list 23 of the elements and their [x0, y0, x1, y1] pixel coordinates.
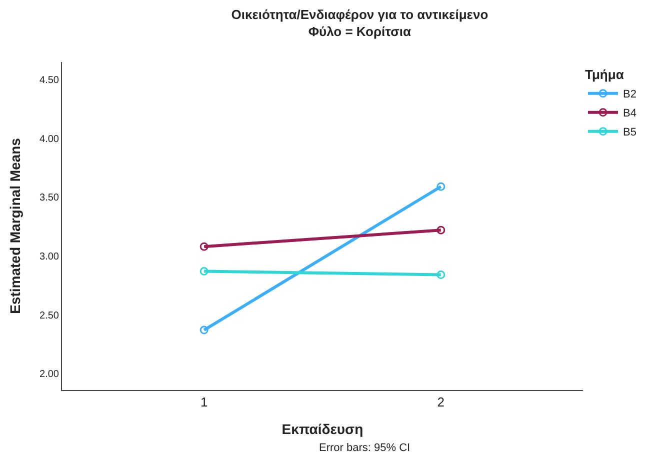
point	[200, 242, 208, 251]
y-axis-title: Estimated Marginal Means	[7, 138, 24, 314]
legend-label: B2	[623, 88, 636, 101]
point	[436, 226, 446, 234]
legend-label: B5	[623, 126, 636, 139]
x-tick-label: 1	[200, 394, 208, 410]
legend-label: B4	[623, 108, 636, 120]
point	[436, 270, 446, 280]
point	[436, 182, 446, 191]
point	[200, 267, 208, 276]
y-tick-label: 4.00	[40, 134, 60, 145]
y-tick-label: 3.50	[40, 192, 60, 204]
x-axis-title: Εκπαίδευση	[282, 420, 364, 437]
x-tick-label: 2	[437, 394, 445, 410]
y-tick-label: 4.50	[40, 75, 60, 86]
legend-title: Τμήμα	[585, 66, 624, 82]
text: Error bars: 95% CI	[319, 442, 410, 454]
chart-subtitle: Φύλο = Κορίτσια	[308, 24, 412, 39]
chart-title: Οικειότητα/Ενδιαφέρον για το αντικείμενο	[231, 7, 488, 22]
y-tick-label: 2.00	[40, 369, 60, 380]
y-tick-label: 3.00	[40, 251, 60, 262]
point	[200, 326, 208, 334]
y-tick-label: 2.50	[40, 310, 60, 322]
